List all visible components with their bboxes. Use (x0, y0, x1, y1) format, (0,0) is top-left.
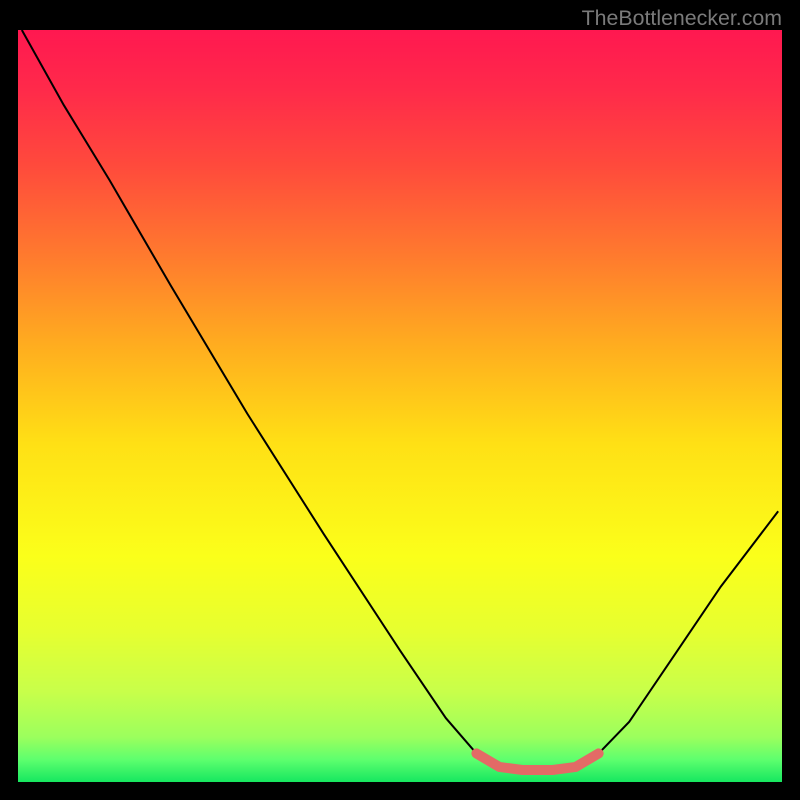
chart-svg (18, 30, 782, 782)
watermark-text: TheBottlenecker.com (582, 6, 782, 31)
bottleneck-chart (18, 30, 782, 782)
chart-background (18, 30, 782, 782)
